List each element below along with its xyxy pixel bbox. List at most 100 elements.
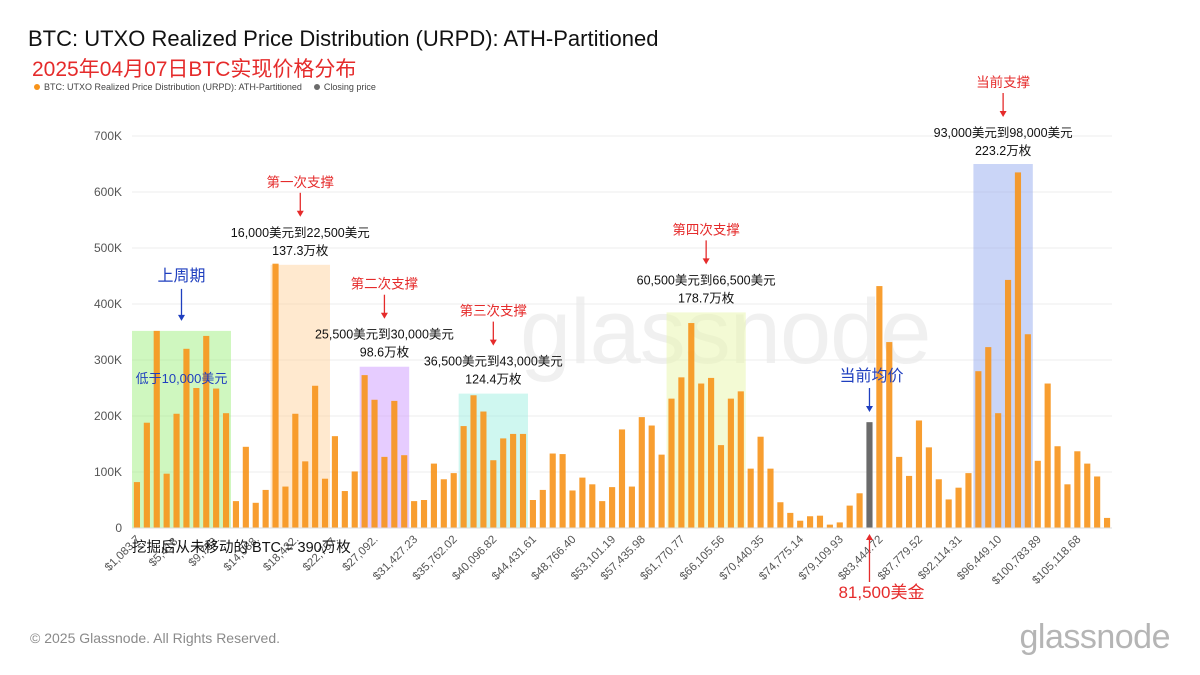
bar[interactable] bbox=[232, 501, 240, 528]
bar[interactable] bbox=[510, 433, 517, 528]
bar[interactable] bbox=[539, 489, 546, 528]
bar[interactable] bbox=[153, 330, 160, 528]
bar[interactable] bbox=[1103, 517, 1111, 528]
bar[interactable] bbox=[262, 489, 269, 528]
bar[interactable] bbox=[747, 468, 754, 528]
bar[interactable] bbox=[282, 486, 289, 528]
legend-item-urpd[interactable]: BTC: UTXO Realized Price Distribution (U… bbox=[34, 82, 302, 92]
bar[interactable] bbox=[757, 436, 764, 528]
bar[interactable] bbox=[203, 335, 210, 528]
bar[interactable] bbox=[163, 473, 170, 528]
bar[interactable] bbox=[688, 323, 695, 528]
bar[interactable] bbox=[1074, 451, 1081, 528]
bar[interactable] bbox=[242, 446, 249, 528]
bar[interactable] bbox=[648, 425, 655, 528]
bar[interactable] bbox=[470, 395, 477, 528]
legend-item-closing-price[interactable]: Closing price bbox=[313, 82, 376, 92]
bar[interactable] bbox=[658, 454, 665, 528]
closing-price-bar[interactable] bbox=[866, 422, 873, 528]
bar[interactable] bbox=[777, 502, 784, 528]
bar[interactable] bbox=[708, 377, 715, 528]
bar[interactable] bbox=[935, 479, 942, 528]
bar[interactable] bbox=[411, 501, 418, 528]
bar[interactable] bbox=[995, 413, 1002, 528]
bar[interactable] bbox=[213, 388, 220, 528]
bar[interactable] bbox=[1004, 279, 1012, 528]
bar[interactable] bbox=[361, 375, 368, 528]
bar[interactable] bbox=[1094, 476, 1101, 528]
bar[interactable] bbox=[1084, 463, 1091, 528]
bar[interactable] bbox=[1024, 334, 1031, 528]
bar[interactable] bbox=[836, 522, 843, 528]
bar[interactable] bbox=[302, 461, 309, 528]
bar[interactable] bbox=[787, 512, 794, 528]
bar[interactable] bbox=[599, 501, 606, 528]
bar[interactable] bbox=[579, 477, 586, 528]
bar[interactable] bbox=[906, 475, 913, 528]
bar[interactable] bbox=[460, 426, 467, 528]
bar[interactable] bbox=[807, 516, 814, 528]
bar[interactable] bbox=[183, 348, 190, 528]
bar[interactable] bbox=[975, 371, 982, 528]
bar[interactable] bbox=[519, 433, 527, 528]
bar[interactable] bbox=[816, 515, 824, 528]
bar[interactable] bbox=[430, 463, 437, 528]
bar[interactable] bbox=[1034, 460, 1041, 528]
bar[interactable] bbox=[915, 420, 923, 528]
bar[interactable] bbox=[569, 490, 576, 528]
bar[interactable] bbox=[826, 524, 833, 528]
bar[interactable] bbox=[797, 520, 804, 528]
bar[interactable] bbox=[549, 453, 556, 528]
bar[interactable] bbox=[500, 438, 507, 528]
bar[interactable] bbox=[846, 505, 853, 528]
bar[interactable] bbox=[638, 417, 645, 528]
bar[interactable] bbox=[925, 447, 932, 528]
bar[interactable] bbox=[955, 487, 962, 528]
bar[interactable] bbox=[529, 500, 536, 528]
bar[interactable] bbox=[381, 456, 388, 528]
bar[interactable] bbox=[945, 499, 952, 528]
bar[interactable] bbox=[391, 400, 398, 528]
bar[interactable] bbox=[767, 468, 774, 528]
bar[interactable] bbox=[292, 413, 299, 528]
bar[interactable] bbox=[698, 383, 705, 528]
bar[interactable] bbox=[331, 436, 338, 528]
bar[interactable] bbox=[717, 445, 725, 528]
bar[interactable] bbox=[628, 486, 635, 528]
bar[interactable] bbox=[589, 484, 596, 528]
bar[interactable] bbox=[668, 398, 675, 528]
bar[interactable] bbox=[1014, 172, 1022, 528]
bar[interactable] bbox=[420, 500, 428, 528]
bar[interactable] bbox=[678, 377, 685, 528]
bar[interactable] bbox=[490, 460, 497, 528]
bar[interactable] bbox=[1064, 484, 1071, 528]
bar[interactable] bbox=[133, 482, 141, 528]
bar[interactable] bbox=[341, 491, 348, 528]
bar[interactable] bbox=[559, 454, 566, 528]
bar[interactable] bbox=[252, 502, 259, 528]
bar[interactable] bbox=[193, 388, 200, 528]
bar[interactable] bbox=[896, 456, 903, 528]
bar[interactable] bbox=[886, 342, 893, 528]
bar[interactable] bbox=[985, 347, 992, 528]
bar[interactable] bbox=[173, 413, 180, 528]
bar[interactable] bbox=[737, 391, 744, 528]
bar[interactable] bbox=[272, 263, 279, 528]
bar[interactable] bbox=[440, 479, 447, 528]
bar[interactable] bbox=[312, 385, 319, 528]
bar[interactable] bbox=[876, 286, 883, 528]
bar[interactable] bbox=[450, 473, 457, 528]
bar[interactable] bbox=[856, 493, 863, 528]
bar[interactable] bbox=[143, 422, 150, 528]
bar[interactable] bbox=[222, 413, 230, 528]
bar[interactable] bbox=[965, 473, 972, 528]
bar[interactable] bbox=[1054, 446, 1061, 528]
bar[interactable] bbox=[727, 398, 734, 528]
bar[interactable] bbox=[1044, 383, 1051, 528]
bar[interactable] bbox=[480, 411, 487, 528]
bar[interactable] bbox=[609, 487, 616, 528]
bar[interactable] bbox=[618, 429, 626, 528]
bar[interactable] bbox=[401, 455, 408, 528]
bar[interactable] bbox=[371, 399, 378, 528]
bar[interactable] bbox=[351, 471, 358, 528]
